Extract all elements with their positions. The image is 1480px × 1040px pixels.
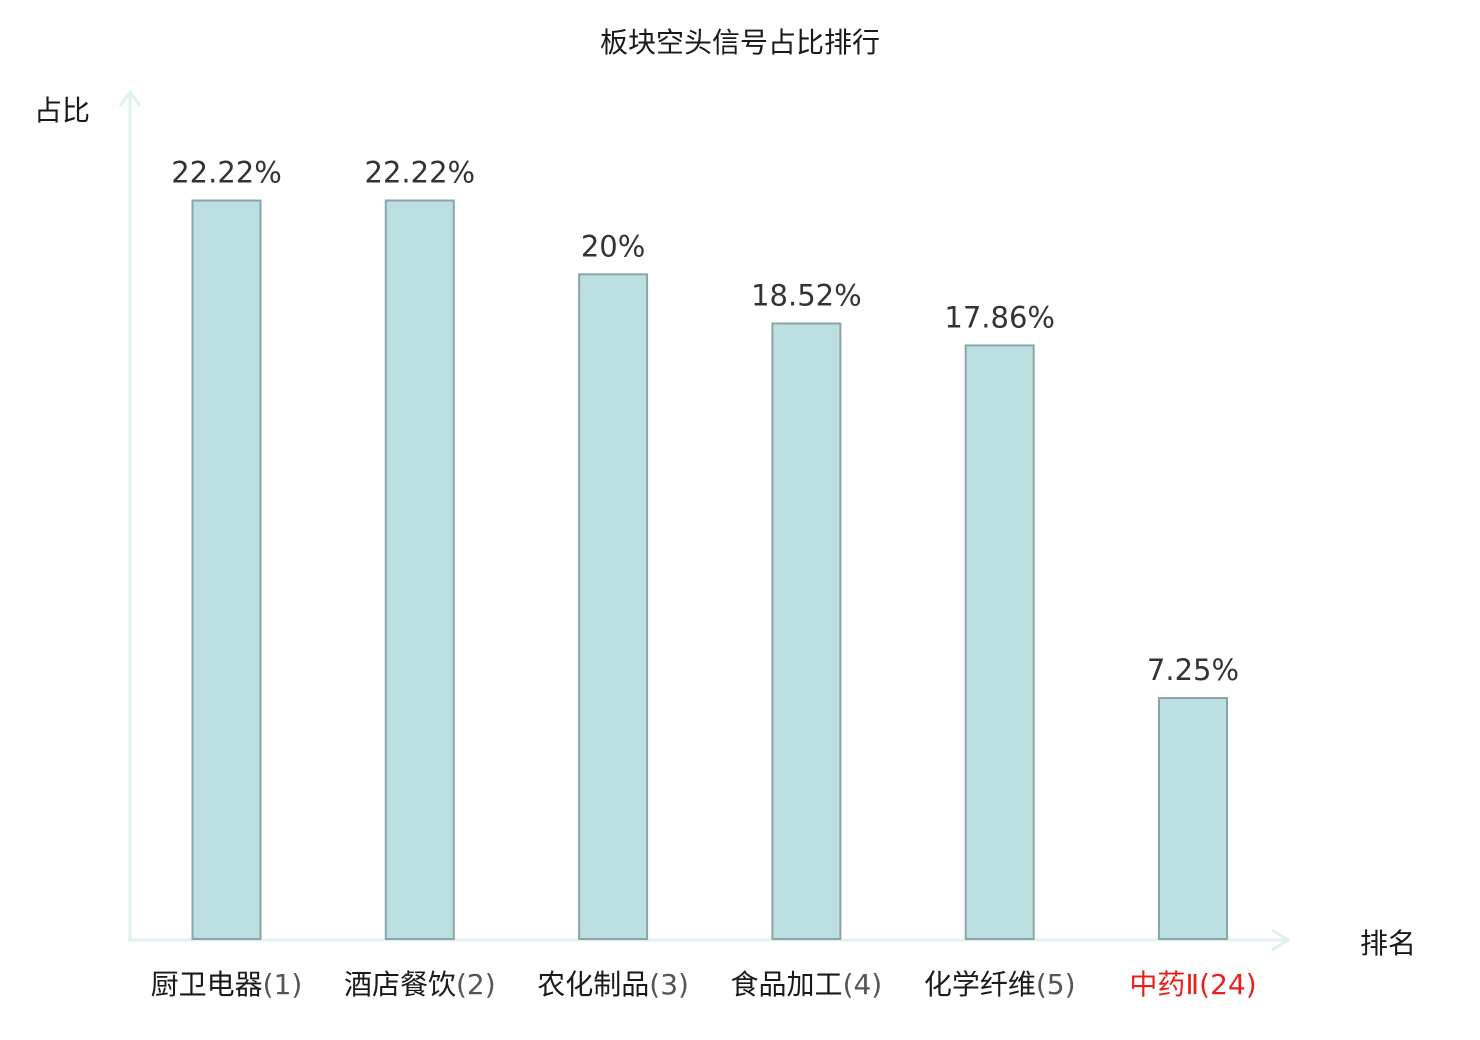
category-rank: (5) xyxy=(1036,968,1076,1001)
value-label-1: 22.22% xyxy=(171,156,282,190)
category-name: 化学纤维 xyxy=(924,968,1036,1001)
y-axis-arrow-icon xyxy=(118,89,142,107)
bar-5 xyxy=(964,344,1035,941)
category-rank: (1) xyxy=(263,968,303,1001)
y-axis xyxy=(118,89,142,940)
category-label-1: 厨卫电器(1) xyxy=(151,968,303,1001)
category-rank: (3) xyxy=(649,968,689,1001)
category-rank: (24) xyxy=(1199,968,1256,1001)
category-name: 食品加工 xyxy=(731,968,843,1001)
value-label-5: 17.86% xyxy=(944,300,1055,334)
category-rank: (2) xyxy=(456,968,496,1001)
bar-1 xyxy=(191,199,262,940)
bar-2 xyxy=(384,199,455,940)
x-axis-label: 排名 xyxy=(1360,927,1416,960)
bar-4 xyxy=(771,322,842,940)
category-label-4: 食品加工(4) xyxy=(731,968,883,1001)
x-axis xyxy=(128,928,1291,952)
category-label-2: 酒店餐饮(2) xyxy=(344,968,496,1001)
chart-title: 板块空头信号占比排行 xyxy=(600,26,880,59)
value-labels: 22.22% 22.22% 20% 18.52% 17.86% 7.25% xyxy=(171,156,1239,688)
category-name: 农化制品 xyxy=(537,968,649,1001)
value-label-6: 7.25% xyxy=(1147,653,1239,687)
bar-6 xyxy=(1158,697,1228,940)
x-axis-arrow-icon xyxy=(1271,928,1291,952)
value-label-4: 18.52% xyxy=(751,279,862,313)
category-name: 酒店餐饮 xyxy=(344,968,456,1001)
y-axis-label: 占比 xyxy=(34,94,90,127)
category-label-5: 化学纤维(5) xyxy=(924,968,1076,1001)
category-name: 中药Ⅱ xyxy=(1129,968,1199,1001)
category-name: 厨卫电器 xyxy=(151,968,263,1001)
category-label-6: 中药Ⅱ(24) xyxy=(1129,968,1256,1001)
category-label-3: 农化制品(3) xyxy=(537,968,689,1001)
category-rank: (4) xyxy=(843,968,883,1001)
value-label-2: 22.22% xyxy=(365,156,476,190)
bar-3 xyxy=(578,273,649,941)
value-label-3: 20% xyxy=(581,229,645,263)
bar-series xyxy=(191,199,1228,941)
category-labels: 厨卫电器(1) 酒店餐饮(2) 农化制品(3) 食品加工(4) 化学纤维(5) 中药Ⅱ(2… xyxy=(151,968,1257,1001)
